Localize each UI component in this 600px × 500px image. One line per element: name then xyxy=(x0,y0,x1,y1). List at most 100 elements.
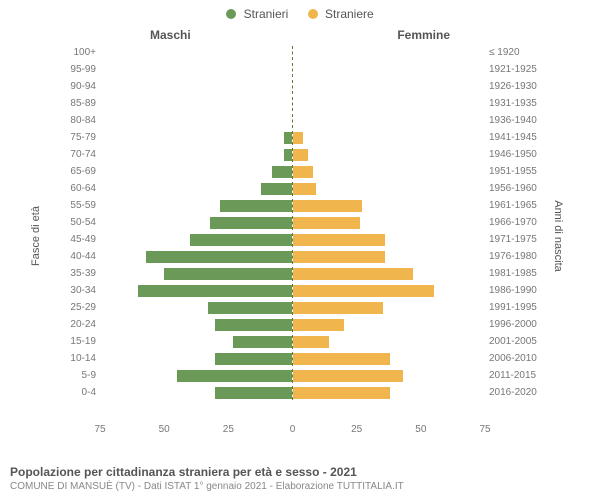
birth-label: 1936-1940 xyxy=(485,115,540,126)
bar-female xyxy=(293,183,316,195)
bar-female xyxy=(293,200,362,212)
bar-male xyxy=(190,234,292,246)
age-label: 40-44 xyxy=(60,251,100,262)
age-label: 35-39 xyxy=(60,268,100,279)
birth-label: 1921-1925 xyxy=(485,64,540,75)
pyramid-row: 15-192001-2005 xyxy=(60,333,540,350)
bar-female xyxy=(293,319,344,331)
bar-female xyxy=(293,268,413,280)
bar-male xyxy=(284,149,292,161)
bar-female xyxy=(293,302,383,314)
chart-title: Popolazione per cittadinanza straniera p… xyxy=(10,465,590,479)
bar-male xyxy=(261,183,292,195)
bar-male xyxy=(215,387,292,399)
bar-male xyxy=(220,200,292,212)
bar-cell-male xyxy=(100,46,293,60)
bar-cell-female xyxy=(293,352,485,366)
bar-cell-female xyxy=(293,267,485,281)
pyramid-row: 100+ ≤ 1920 xyxy=(60,44,540,61)
pyramid-row: 20-24 1996-2000 xyxy=(60,316,540,333)
plot-area: 100+≤ 192095-991921-192590-941926-193085… xyxy=(60,44,540,420)
birth-label: 2006-2010 xyxy=(485,353,540,364)
bar-cell-female xyxy=(293,97,485,111)
age-label: 50-54 xyxy=(60,217,100,228)
pyramid-row: 65-691951-1955 xyxy=(60,163,540,180)
bar-cell-female xyxy=(293,233,485,247)
bar-male xyxy=(210,217,292,229)
bar-cell-female xyxy=(293,318,485,332)
age-label: 10-14 xyxy=(60,353,100,364)
bar-cell-female xyxy=(293,301,485,315)
column-title-female: Femmine xyxy=(397,28,450,42)
pyramid-row: 90-941926-1930 xyxy=(60,78,540,95)
birth-label: 2016-2020 xyxy=(485,387,540,398)
bar-male xyxy=(284,132,292,144)
bar-male xyxy=(164,268,292,280)
bar-male xyxy=(146,251,292,263)
bar-cell-female xyxy=(293,284,485,298)
bar-cell-female xyxy=(293,114,485,128)
age-label: 100+ xyxy=(60,47,100,58)
bar-cell-male xyxy=(100,165,293,179)
bar-female xyxy=(293,285,434,297)
age-label: 75-79 xyxy=(60,132,100,143)
bar-cell-male xyxy=(100,352,293,366)
birth-label: 1996-2000 xyxy=(485,319,540,330)
x-axis: 7550250 255075 xyxy=(60,422,540,440)
bar-cell-female xyxy=(293,335,485,349)
birth-label: 1961-1965 xyxy=(485,200,540,211)
birth-label: 1966-1970 xyxy=(485,217,540,228)
age-label: 90-94 xyxy=(60,81,100,92)
bar-female xyxy=(293,353,390,365)
age-label: 80-84 xyxy=(60,115,100,126)
birth-label: 1941-1945 xyxy=(485,132,540,143)
bar-cell-male xyxy=(100,114,293,128)
age-label: 85-89 xyxy=(60,98,100,109)
bar-cell-male xyxy=(100,318,293,332)
bar-cell-female xyxy=(293,80,485,94)
age-label: 30-34 xyxy=(60,285,100,296)
y-axis-label-left: Fasce di età xyxy=(30,206,42,266)
pyramid-row: 45-491971-1975 xyxy=(60,231,540,248)
bar-cell-male xyxy=(100,284,293,298)
bar-cell-female xyxy=(293,46,485,60)
bar-male xyxy=(138,285,292,297)
age-label: 5-9 xyxy=(60,370,100,381)
birth-label: ≤ 1920 xyxy=(485,47,540,58)
age-label: 15-19 xyxy=(60,336,100,347)
pyramid-row: 0-42016-2020 xyxy=(60,384,540,401)
bar-cell-female xyxy=(293,216,485,230)
birth-label: 1991-1995 xyxy=(485,302,540,313)
pyramid-row: 60-641956-1960 xyxy=(60,180,540,197)
column-title-male: Maschi xyxy=(150,28,191,42)
bar-cell-male xyxy=(100,148,293,162)
x-axis-right: 255075 xyxy=(293,422,486,440)
bar-cell-male xyxy=(100,131,293,145)
bar-cell-female xyxy=(293,165,485,179)
age-label: 65-69 xyxy=(60,166,100,177)
x-tick: 75 xyxy=(94,424,105,435)
bar-cell-male xyxy=(100,80,293,94)
bar-cell-female xyxy=(293,369,485,383)
bar-cell-male xyxy=(100,182,293,196)
bar-cell-female xyxy=(293,148,485,162)
legend-item-male: Stranieri xyxy=(226,6,288,21)
chart-subtitle: COMUNE DI MANSUÈ (TV) - Dati ISTAT 1° ge… xyxy=(10,481,590,492)
legend-item-female: Straniere xyxy=(308,6,374,21)
bar-cell-male xyxy=(100,199,293,213)
legend: Stranieri Straniere xyxy=(0,0,600,21)
pyramid-row: 10-14 2006-2010 xyxy=(60,350,540,367)
birth-label: 1931-1935 xyxy=(485,98,540,109)
birth-label: 1946-1950 xyxy=(485,149,540,160)
age-label: 20-24 xyxy=(60,319,100,330)
bar-male xyxy=(177,370,292,382)
bar-cell-female xyxy=(293,386,485,400)
pyramid-row: 85-89 1931-1935 xyxy=(60,95,540,112)
pyramid-row: 80-84 1936-1940 xyxy=(60,112,540,129)
bar-female xyxy=(293,132,303,144)
pyramid-row: 50-54 1966-1970 xyxy=(60,214,540,231)
legend-swatch-female xyxy=(308,9,318,19)
pyramid-row: 95-991921-1925 xyxy=(60,61,540,78)
bar-female xyxy=(293,251,385,263)
bar-female xyxy=(293,234,385,246)
